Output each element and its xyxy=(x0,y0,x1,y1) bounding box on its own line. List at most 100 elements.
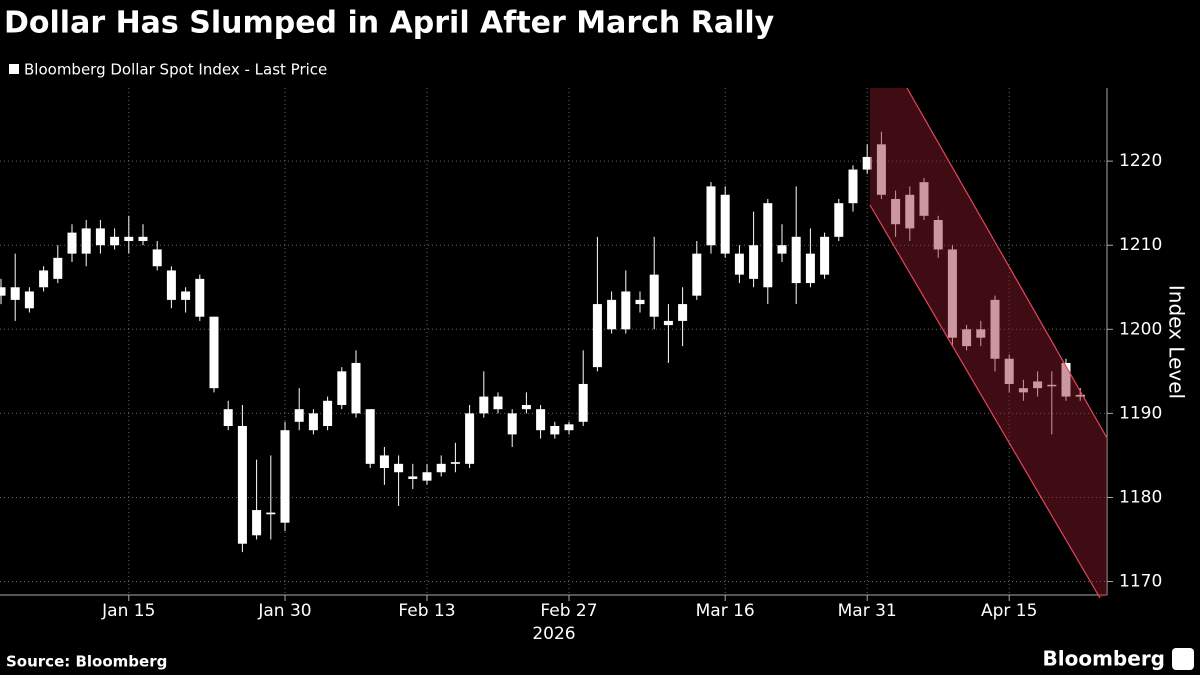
candle-body xyxy=(507,413,517,435)
candle-body xyxy=(152,249,162,267)
legend-swatch xyxy=(9,64,19,74)
x-tick-label: Mar 31 xyxy=(838,601,897,621)
candle-body xyxy=(763,203,773,288)
candle-body xyxy=(876,144,886,195)
candle-body xyxy=(379,455,389,469)
x-tick-label: Feb 13 xyxy=(398,601,455,621)
candle-body xyxy=(706,186,716,246)
candle-body xyxy=(607,299,617,330)
candle-body xyxy=(110,236,120,246)
candle-body xyxy=(933,220,943,250)
candle-body xyxy=(422,472,432,481)
plot: 1170 1180 1190 1200 1210 1220 Jan 15 Jan 30 Feb … xyxy=(0,88,1162,621)
candle-body xyxy=(223,409,233,426)
candle-body xyxy=(209,316,219,389)
candle-body xyxy=(479,396,489,414)
x-tick-label: Apr 15 xyxy=(981,601,1037,621)
candle-body xyxy=(1018,388,1028,393)
y-tick-label: 1220 xyxy=(1119,151,1162,171)
candle-body xyxy=(166,270,176,300)
candle-body xyxy=(195,278,205,317)
candle-body xyxy=(635,299,645,305)
candle-body xyxy=(720,194,730,254)
candle-body xyxy=(323,400,333,426)
candle-body xyxy=(805,253,815,284)
candle-body xyxy=(408,476,418,479)
y-tick-label: 1210 xyxy=(1119,235,1162,255)
candle-body xyxy=(308,413,318,431)
y-tick-label: 1170 xyxy=(1119,572,1162,592)
candle-body xyxy=(564,424,574,431)
brand: Bloomberg xyxy=(1043,647,1165,671)
candle-body xyxy=(465,413,475,464)
candle-body xyxy=(834,203,844,237)
candle-body xyxy=(237,426,247,544)
x-year-label: 2026 xyxy=(532,624,575,644)
candle-body xyxy=(39,270,49,288)
y-tick-label: 1200 xyxy=(1119,319,1162,339)
candle-body xyxy=(550,426,560,435)
candle-body xyxy=(1033,381,1043,389)
candle-body xyxy=(791,236,801,284)
candle-body xyxy=(777,245,787,254)
candle-body xyxy=(67,232,77,254)
candle-body xyxy=(578,383,588,422)
candle-body xyxy=(962,329,972,347)
candle-body xyxy=(592,304,602,368)
candle-body xyxy=(138,236,148,242)
channel-lower xyxy=(869,204,1101,599)
candle-body xyxy=(905,194,915,229)
candle-body xyxy=(649,274,659,317)
candle-body xyxy=(81,228,91,254)
y-tick-label: 1180 xyxy=(1119,487,1162,507)
x-tick-label: Feb 27 xyxy=(540,601,597,621)
candle-body xyxy=(252,510,262,536)
source: Source: Bloomberg xyxy=(6,653,167,671)
candle-body xyxy=(436,463,446,473)
candle-body xyxy=(749,245,759,279)
x-tick-label: Mar 16 xyxy=(696,601,755,621)
candle-body xyxy=(365,409,375,464)
x-tick-label: Jan 30 xyxy=(257,601,311,621)
trend-channel xyxy=(870,88,1107,598)
candle-body xyxy=(734,253,744,275)
candle-body xyxy=(351,362,361,414)
candle-body xyxy=(521,404,531,410)
candle-body xyxy=(95,228,105,246)
candle-body xyxy=(294,409,304,422)
candle-body xyxy=(24,291,34,309)
candle-body xyxy=(124,236,134,242)
candle-body xyxy=(862,156,872,170)
candle-body xyxy=(947,249,957,338)
candle-body xyxy=(53,257,63,279)
candle-body xyxy=(337,371,347,405)
candle-body xyxy=(1004,358,1014,384)
candle-body xyxy=(1075,394,1085,397)
x-tick-label: Jan 15 xyxy=(101,601,155,621)
candle-body xyxy=(450,462,460,464)
candle-body xyxy=(848,169,858,204)
candle-body xyxy=(1061,362,1071,397)
channel-upper xyxy=(906,87,1108,439)
candle-body xyxy=(820,236,830,275)
candle-body xyxy=(1047,384,1057,387)
candle-body xyxy=(280,430,290,523)
candle-body xyxy=(692,253,702,296)
chart-title: Dollar Has Slumped in April After March … xyxy=(4,6,775,41)
candle-body xyxy=(891,198,901,225)
candle-body xyxy=(266,512,276,515)
candle-body xyxy=(678,304,688,321)
legend-label: Bloomberg Dollar Spot Index - Last Price xyxy=(24,61,327,79)
candle-body xyxy=(536,409,546,431)
candle-body xyxy=(181,291,191,300)
candle-body xyxy=(919,182,929,216)
y-axis-label: Index Level xyxy=(1165,285,1189,399)
candle-body xyxy=(10,287,20,300)
candle-body xyxy=(976,329,986,338)
candle-body xyxy=(493,396,503,410)
candle-body xyxy=(990,299,1000,359)
candle-body xyxy=(663,320,673,326)
candle-body xyxy=(621,291,631,330)
candle-body xyxy=(394,463,404,473)
